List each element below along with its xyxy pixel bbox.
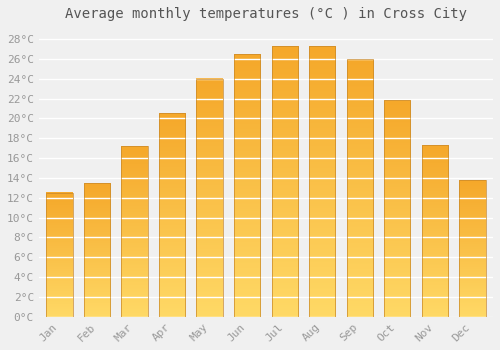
Bar (84, 183, 110, 317)
Bar (272, 46, 298, 317)
Bar (384, 100, 410, 317)
Bar (309, 46, 336, 317)
Bar (422, 145, 448, 317)
Title: Average monthly temperatures (°C ) in Cross City: Average monthly temperatures (°C ) in Cr… (65, 7, 467, 21)
Bar (234, 54, 260, 317)
Bar (159, 113, 185, 317)
Bar (346, 59, 373, 317)
Bar (122, 146, 148, 317)
Bar (196, 79, 223, 317)
Bar (460, 180, 485, 317)
Bar (46, 193, 72, 317)
